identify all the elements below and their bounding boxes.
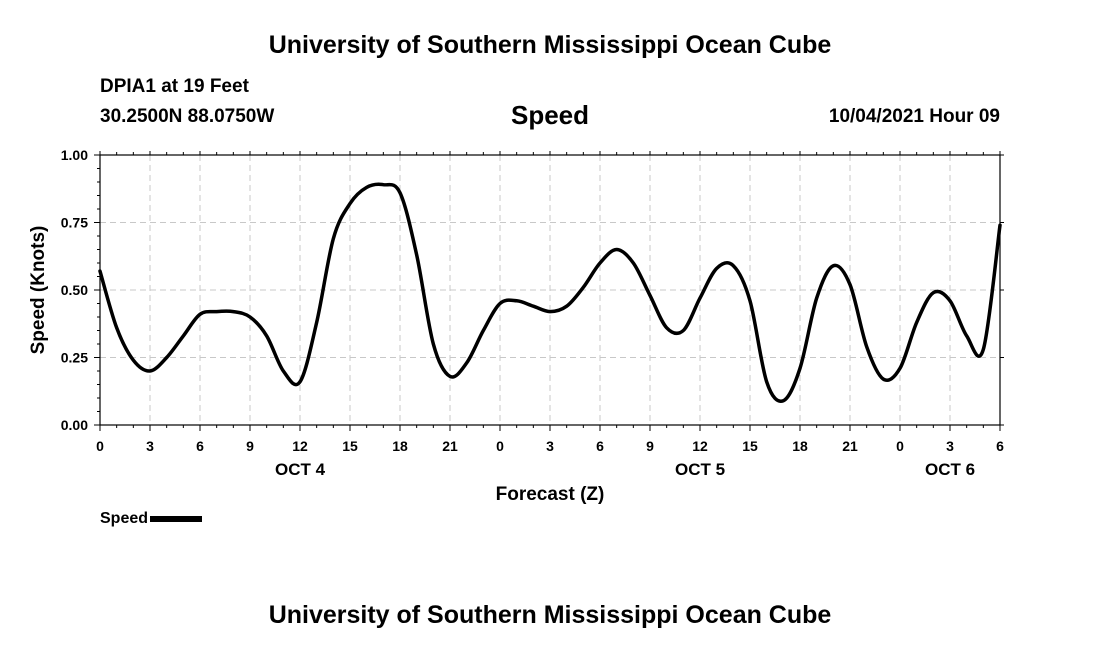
- bottom-title: University of Southern Mississippi Ocean…: [268, 601, 832, 629]
- legend-label: Speed: [100, 510, 149, 527]
- forecast-datetime: 10/04/2021 Hour 09: [828, 106, 1000, 127]
- y-tick-label: 0.50: [61, 282, 88, 298]
- x-tick-label: 6: [196, 438, 204, 454]
- x-tick-label: 12: [292, 438, 308, 454]
- chart-title: Speed: [510, 100, 590, 130]
- y-tick-label: 0.25: [61, 350, 88, 366]
- x-tick-label: 3: [146, 438, 154, 454]
- day-label: OCT 5: [675, 460, 725, 479]
- speed-series-line: [98, 182, 1002, 403]
- top-title: University of Southern Mississippi Ocean…: [268, 31, 832, 59]
- x-tick-label: 21: [842, 438, 858, 454]
- x-tick-label: 18: [792, 438, 808, 454]
- x-tick-label: 9: [646, 438, 654, 454]
- x-tick-label: 21: [442, 438, 458, 454]
- station-coordinates: 30.2500N 88.0750W: [100, 106, 275, 127]
- x-tick-label: 15: [342, 438, 358, 454]
- tick-labels: 0 3 6 9 12 15 18 21 0 3 6 9 12 15 18 21 0 3 6 0.00 0.25 0.50 0…: [61, 147, 1004, 479]
- axes: [94, 151, 1004, 431]
- x-tick-label: 9: [246, 438, 254, 454]
- x-tick-label: 3: [946, 438, 954, 454]
- x-tick-label: 6: [596, 438, 604, 454]
- x-tick-label: 18: [392, 438, 408, 454]
- x-tick-label: 15: [742, 438, 758, 454]
- x-tick-label: 3: [546, 438, 554, 454]
- plot-frame: [99, 154, 1001, 426]
- x-tick-label: 0: [896, 438, 904, 454]
- station-label: DPIA1 at 19 Feet: [100, 76, 249, 97]
- x-axis-label: Forecast (Z): [496, 484, 605, 505]
- x-tick-label: 0: [496, 438, 504, 454]
- x-tick-label: 0: [96, 438, 104, 454]
- x-tick-label: 6: [996, 438, 1004, 454]
- y-tick-label: 0.00: [61, 417, 88, 433]
- y-tick-label: 0.75: [61, 215, 88, 231]
- series-layer: [98, 182, 1002, 403]
- grid-lines: [100, 155, 1000, 425]
- y-axis-label: Speed (Knots): [28, 226, 49, 355]
- legend-swatch: [150, 516, 203, 522]
- x-tick-label: 12: [692, 438, 708, 454]
- y-tick-label: 1.00: [61, 147, 88, 163]
- legend: Speed: [100, 510, 203, 528]
- day-label: OCT 6: [925, 460, 975, 479]
- day-label: OCT 4: [275, 460, 326, 479]
